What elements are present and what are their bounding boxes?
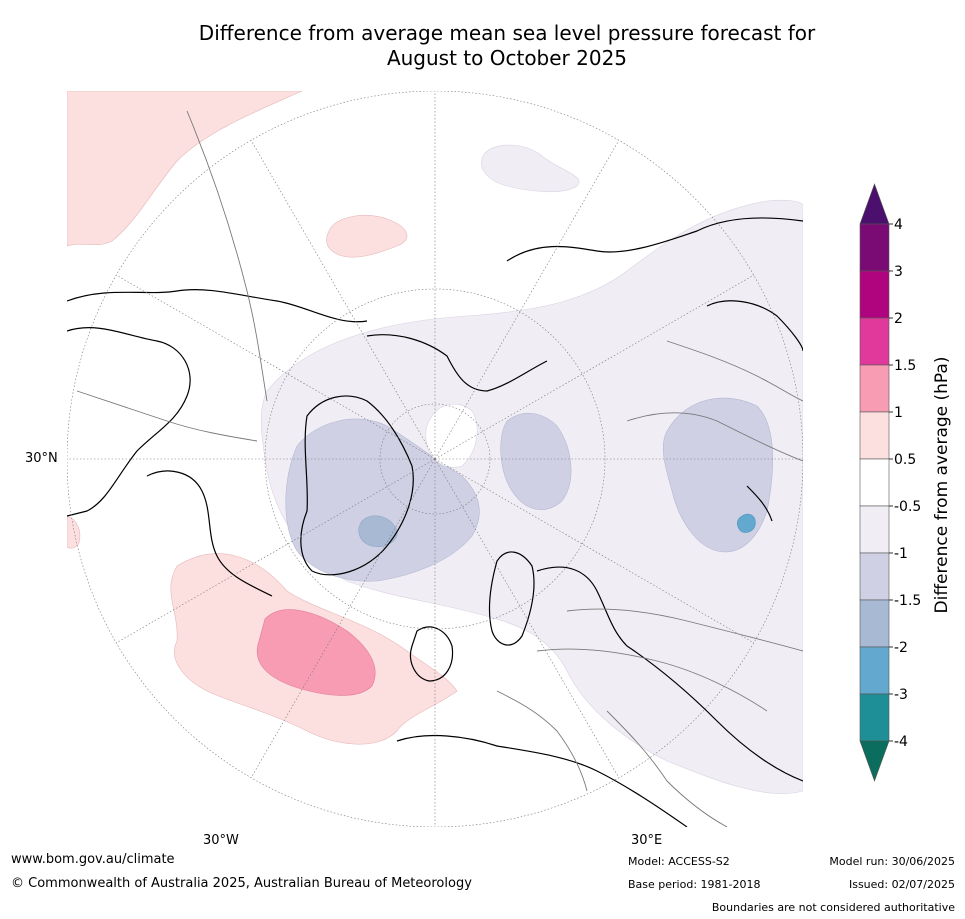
anomaly-region-greenland-core (358, 515, 398, 547)
map-title: Difference from average mean sea level p… (0, 21, 965, 71)
title-line-2: August to October 2025 (386, 46, 628, 70)
colorbar-tick-label: -4 (894, 734, 908, 750)
anomaly-region-north-lilac (481, 144, 580, 193)
colorbar-tick-label: -2 (894, 640, 908, 656)
footer-issued: Issued: 02/07/2025 (848, 878, 955, 891)
colorbar-box (859, 411, 890, 460)
colorbar-box (859, 223, 890, 272)
country-borders (76, 110, 803, 827)
anomaly-region-greenland-low (285, 418, 480, 582)
colorbar-box (859, 693, 890, 742)
footer-base-period: Base period: 1981-2018 (628, 878, 761, 891)
anomaly-region-atlantic-core (256, 609, 376, 696)
colorbar-extend-max (859, 183, 890, 225)
lat-label-30n: 30°N (25, 451, 58, 466)
colorbar-extend-min (859, 740, 890, 782)
colorbar-tick-label: 0.5 (894, 452, 916, 468)
coastlines (67, 217, 803, 827)
lon-label-30w: 30°W (203, 833, 239, 848)
colorbar-tick-label: 4 (894, 217, 903, 233)
colorbar-tick-label: -0.5 (894, 499, 921, 515)
colorbar-tick-label: -1.5 (894, 593, 921, 609)
anomaly-region-siberia-core (737, 513, 756, 533)
lon-label-30e: 30°E (631, 833, 663, 848)
colorbar-tick-label: 3 (894, 264, 903, 280)
anomaly-region-arctic-pink (326, 214, 408, 258)
footer-url: www.bom.gov.au/climate (11, 852, 175, 867)
pressure-anomaly-map (67, 91, 803, 827)
colorbar-tick-label: 1.5 (894, 358, 916, 374)
anomaly-region-pacific-high (67, 91, 303, 247)
colorbar-box (859, 646, 890, 695)
anomaly-region-west-pink (67, 515, 81, 549)
graticule (67, 91, 803, 827)
footer-model: Model: ACCESS-S2 (628, 855, 730, 868)
footer-model-run: Model run: 30/06/2025 (829, 855, 955, 868)
colorbar-box (859, 364, 890, 413)
colorbar-tick-label: 1 (894, 405, 903, 421)
anomaly-region-siberia-low (662, 397, 773, 553)
colorbar-box (859, 317, 890, 366)
anomaly-region-polar-gap (425, 403, 478, 468)
colorbar-box (859, 458, 890, 507)
colorbar-box (859, 599, 890, 648)
footer-disclaimer: Boundaries are not considered authoritat… (711, 901, 955, 914)
title-line-1: Difference from average mean sea level p… (198, 21, 816, 45)
colorbar-tick-label: -1 (894, 546, 908, 562)
colorbar-box (859, 505, 890, 554)
colorbar-label: Difference from average (hPa) (932, 356, 952, 614)
colorbar-box (859, 270, 890, 319)
colorbar-tick-label: -3 (894, 687, 908, 703)
footer-copyright: © Commonwealth of Australia 2025, Austra… (11, 876, 472, 891)
colorbar-tick-label: 2 (894, 311, 903, 327)
anomaly-region-scandinavia-low (500, 413, 572, 510)
colorbar-box (859, 552, 890, 601)
